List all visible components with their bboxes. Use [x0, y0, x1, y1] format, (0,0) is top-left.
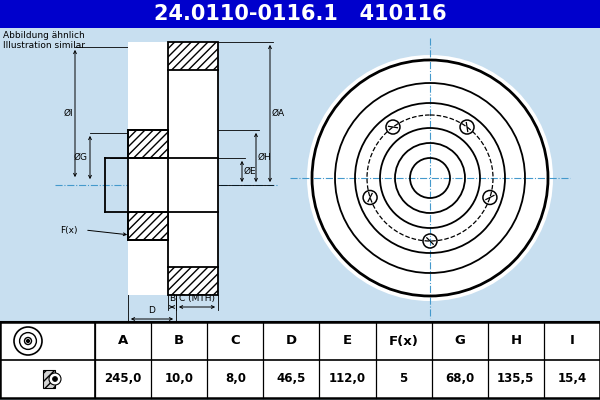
Circle shape	[49, 373, 61, 385]
Text: 245,0: 245,0	[104, 372, 142, 386]
Text: ØA: ØA	[272, 109, 285, 118]
Text: D: D	[286, 334, 297, 348]
Bar	[128, 130, 168, 158]
Text: ØH: ØH	[258, 153, 272, 162]
Text: C (MTH): C (MTH)	[179, 294, 215, 303]
Bar	[0, 322, 600, 398]
Bar	[168, 267, 218, 295]
Text: C: C	[230, 334, 240, 348]
Bar	[128, 42, 218, 295]
Text: D: D	[149, 306, 155, 315]
Bar	[0, 322, 600, 398]
Text: 8,0: 8,0	[225, 372, 246, 386]
Text: 24.0110-0116.1   410116: 24.0110-0116.1 410116	[154, 4, 446, 24]
Text: 112,0: 112,0	[329, 372, 366, 386]
Text: 10,0: 10,0	[164, 372, 194, 386]
Text: ØI: ØI	[64, 109, 73, 118]
Text: B: B	[174, 334, 184, 348]
Text: 46,5: 46,5	[277, 372, 306, 386]
Text: ØE: ØE	[244, 167, 257, 176]
Bar	[43, 370, 55, 388]
Text: 68,0: 68,0	[445, 372, 475, 386]
Text: I: I	[569, 334, 574, 348]
Text: Illustration similar: Illustration similar	[3, 41, 85, 50]
Text: F(x): F(x)	[389, 334, 419, 348]
Text: ØG: ØG	[74, 153, 88, 162]
Circle shape	[26, 340, 29, 342]
Text: B: B	[169, 294, 175, 303]
Text: 5: 5	[400, 372, 408, 386]
Bar	[168, 42, 218, 70]
Text: A: A	[118, 334, 128, 348]
Text: G: G	[454, 334, 465, 348]
Circle shape	[53, 376, 58, 382]
Text: Abbildung ähnlich: Abbildung ähnlich	[3, 31, 85, 40]
Text: H: H	[510, 334, 521, 348]
Text: E: E	[343, 334, 352, 348]
Text: F(x): F(x)	[60, 226, 77, 234]
Bar	[128, 212, 168, 240]
Text: 15,4: 15,4	[557, 372, 587, 386]
Bar	[0, 0, 600, 28]
Circle shape	[307, 55, 553, 301]
Text: 135,5: 135,5	[497, 372, 535, 386]
